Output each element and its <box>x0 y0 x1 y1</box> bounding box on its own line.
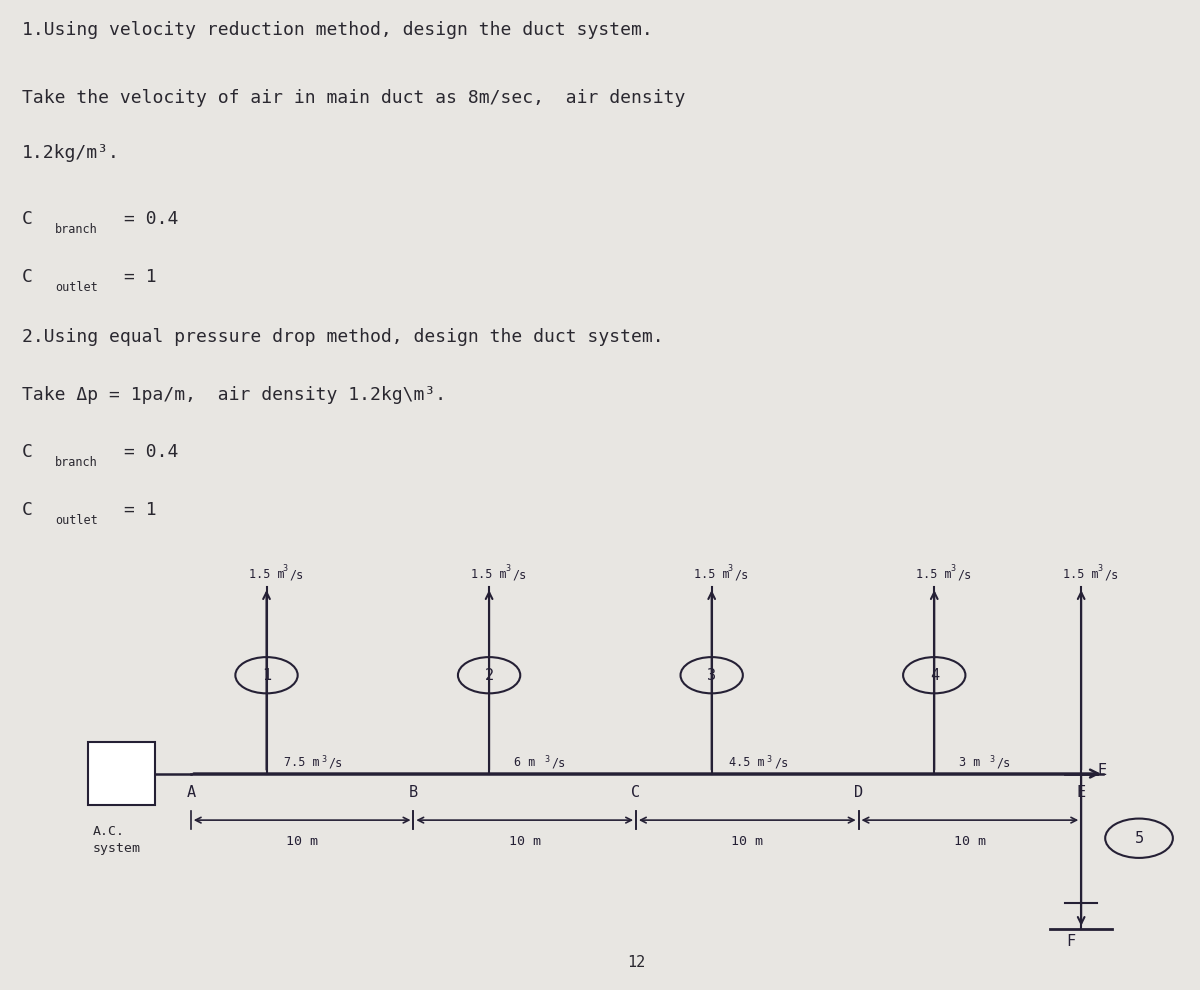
Text: 3: 3 <box>322 755 326 764</box>
Text: C: C <box>22 267 32 285</box>
Text: outlet: outlet <box>55 514 98 528</box>
Text: E: E <box>1076 785 1086 800</box>
Text: 1.5 m: 1.5 m <box>248 568 284 581</box>
Text: 3: 3 <box>505 563 510 573</box>
Text: 6 m: 6 m <box>514 756 535 769</box>
Text: C: C <box>22 501 32 519</box>
Text: 12: 12 <box>626 954 646 969</box>
Text: branch: branch <box>55 456 98 469</box>
Text: /s: /s <box>1104 568 1118 581</box>
Text: 10 m: 10 m <box>509 835 541 847</box>
Text: /s: /s <box>958 568 972 581</box>
Text: A: A <box>186 785 196 800</box>
Text: 1.2kg/m³.: 1.2kg/m³. <box>22 145 120 162</box>
Text: C: C <box>631 785 641 800</box>
Text: /s: /s <box>552 756 565 769</box>
Text: /s: /s <box>996 756 1010 769</box>
Text: 1.5 m: 1.5 m <box>1063 568 1099 581</box>
Text: = 1: = 1 <box>124 267 156 285</box>
Text: 3: 3 <box>727 563 733 573</box>
Text: 1: 1 <box>262 667 271 683</box>
Text: 7.5 m: 7.5 m <box>284 756 320 769</box>
Text: A.C.
system: A.C. system <box>92 826 140 855</box>
Text: 10 m: 10 m <box>286 835 318 847</box>
Text: C: C <box>22 210 32 228</box>
Text: 5: 5 <box>1134 831 1144 845</box>
Text: 2.Using equal pressure drop method, design the duct system.: 2.Using equal pressure drop method, desi… <box>22 328 664 346</box>
Text: branch: branch <box>55 223 98 236</box>
Text: 3 m: 3 m <box>959 756 980 769</box>
Text: 1.Using velocity reduction method, design the duct system.: 1.Using velocity reduction method, desig… <box>22 21 653 39</box>
Text: 1.5 m: 1.5 m <box>472 568 506 581</box>
Text: 1.5 m: 1.5 m <box>694 568 730 581</box>
Text: B: B <box>409 785 418 800</box>
Text: Take the velocity of air in main duct as 8m/sec,  air density: Take the velocity of air in main duct as… <box>22 89 685 107</box>
Text: /s: /s <box>774 756 788 769</box>
Text: /s: /s <box>329 756 343 769</box>
Text: outlet: outlet <box>55 281 98 294</box>
Text: = 0.4: = 0.4 <box>124 444 178 461</box>
Text: = 1: = 1 <box>124 501 156 519</box>
Text: 3: 3 <box>767 755 772 764</box>
Text: 3: 3 <box>1097 563 1102 573</box>
Text: = 0.4: = 0.4 <box>124 210 178 228</box>
Text: 10 m: 10 m <box>731 835 763 847</box>
Text: /s: /s <box>512 568 527 581</box>
Text: C: C <box>22 444 32 461</box>
Text: 2: 2 <box>485 667 493 683</box>
Text: 3: 3 <box>990 755 995 764</box>
Text: E: E <box>1097 763 1106 778</box>
Text: F: F <box>1066 934 1075 949</box>
Text: /s: /s <box>734 568 749 581</box>
Text: Take Δp = 1pa/m,  air density 1.2kg\m³.: Take Δp = 1pa/m, air density 1.2kg\m³. <box>22 386 445 404</box>
Text: 4.5 m: 4.5 m <box>730 756 766 769</box>
Text: 1.5 m: 1.5 m <box>917 568 952 581</box>
Text: 10 m: 10 m <box>954 835 986 847</box>
Bar <box>89 742 155 805</box>
Text: 3: 3 <box>950 563 955 573</box>
Text: 3: 3 <box>707 667 716 683</box>
Text: 3: 3 <box>282 563 288 573</box>
Text: D: D <box>854 785 863 800</box>
Text: /s: /s <box>289 568 304 581</box>
Text: 3: 3 <box>545 755 550 764</box>
Text: 4: 4 <box>930 667 938 683</box>
